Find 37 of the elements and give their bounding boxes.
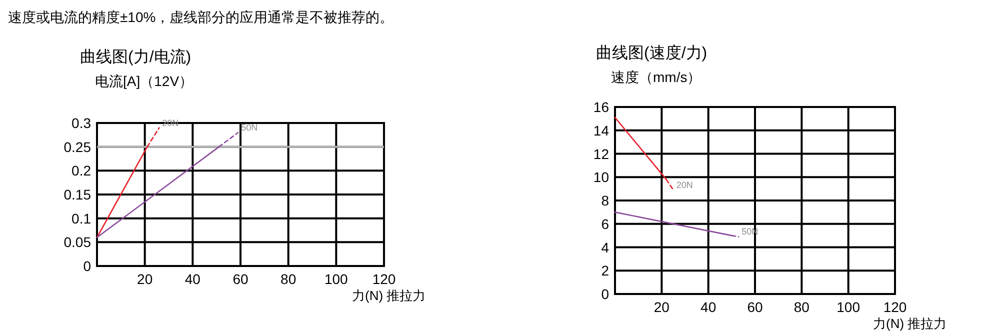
ylabel: 速度（mm/s）	[611, 69, 702, 85]
ytick: 0.3	[72, 115, 91, 131]
ytick: 0	[83, 258, 91, 274]
ylabel: 电流[A]（12V）	[95, 73, 194, 89]
xtick: 60	[232, 271, 248, 287]
xtick: 120	[883, 299, 907, 315]
ytick: 0.05	[64, 234, 91, 250]
xlabel: 力(N) 推拉力	[352, 288, 426, 303]
ytick: 0.1	[72, 210, 91, 226]
series-label: 20N	[676, 180, 693, 190]
xlabel: 力(N) 推拉力	[873, 316, 947, 331]
ytick: 8	[601, 192, 609, 208]
ytick: 0.2	[72, 162, 91, 179]
ytick: 14	[593, 122, 609, 138]
xtick: 40	[184, 271, 200, 287]
xtick: 80	[280, 271, 296, 287]
ytick: 6	[601, 216, 609, 232]
xtick: 120	[372, 271, 396, 287]
xtick: 20	[137, 271, 153, 287]
series-label: 50N	[241, 122, 258, 133]
xtick: 60	[747, 299, 763, 315]
ytick: 10	[593, 169, 609, 186]
ytick: 0.25	[64, 138, 91, 155]
annotation: 速度或电流的精度±10%，虚线部分的应用通常是不被推荐的。	[8, 9, 394, 25]
xtick: 20	[654, 299, 670, 315]
xtick: 100	[836, 299, 860, 315]
title: 曲线图(力/电流)	[80, 49, 192, 66]
ytick: 0.15	[64, 186, 91, 202]
xtick: 40	[700, 299, 716, 315]
ytick: 0	[601, 286, 609, 302]
ytick: 16	[593, 99, 609, 115]
ytick: 4	[601, 239, 609, 256]
ytick: 2	[601, 262, 609, 279]
ytick: 12	[593, 146, 609, 162]
xtick: 100	[324, 271, 348, 287]
title: 曲线图(速度/力)	[596, 45, 708, 62]
xtick: 80	[794, 299, 810, 315]
